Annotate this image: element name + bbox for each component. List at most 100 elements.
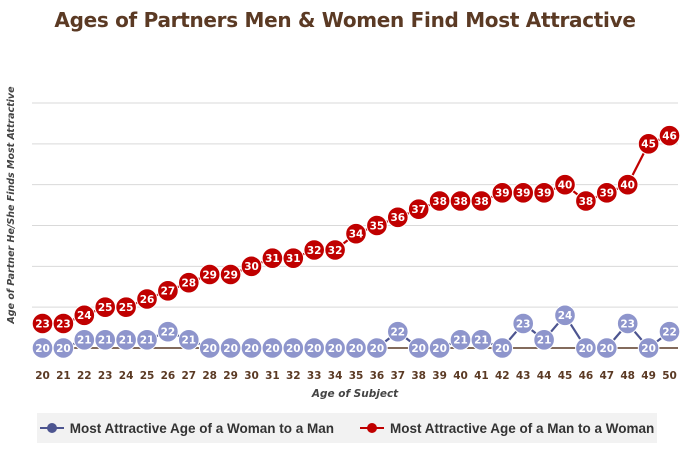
- data-point: 20: [596, 337, 618, 359]
- data-marker: [470, 329, 493, 351]
- data-point: 23: [52, 312, 75, 335]
- data-label: 20: [495, 343, 510, 355]
- x-tick-label: 47: [599, 370, 614, 382]
- data-point: 39: [512, 182, 535, 204]
- data-marker: [407, 198, 430, 220]
- data-point: 23: [512, 312, 535, 335]
- data-point: 25: [115, 296, 137, 318]
- data-label: 20: [432, 343, 447, 355]
- data-label: 38: [474, 196, 489, 208]
- data-point: 29: [219, 263, 242, 286]
- data-point: 46: [658, 124, 681, 147]
- data-label: 22: [390, 326, 405, 338]
- x-tick-label: 32: [286, 370, 301, 382]
- data-marker: [491, 337, 514, 359]
- data-marker: [616, 312, 639, 335]
- data-point: 20: [282, 337, 305, 359]
- data-point: 20: [219, 337, 242, 359]
- data-point: 38: [428, 190, 451, 212]
- data-marker: [533, 329, 555, 351]
- data-marker: [73, 304, 96, 327]
- legend: Most Attractive Age of a Woman to a Man …: [37, 413, 657, 443]
- data-point: 20: [261, 337, 284, 359]
- legend-item-men: Most Attractive Age of a Man to a Woman: [360, 421, 654, 436]
- data-point: 40: [554, 173, 576, 196]
- data-label: 38: [432, 196, 447, 208]
- data-point: 20: [637, 337, 660, 359]
- data-label: 40: [620, 179, 635, 191]
- data-label: 20: [265, 343, 280, 355]
- data-label: 46: [662, 130, 677, 142]
- data-point: 20: [324, 337, 346, 359]
- data-label: 20: [244, 343, 259, 355]
- data-marker: [219, 263, 242, 286]
- data-marker: [366, 214, 388, 237]
- data-marker: [575, 190, 597, 212]
- data-label: 32: [307, 245, 322, 257]
- data-point: 45: [637, 133, 660, 155]
- y-axis-label: Age of Partner He/She Finds Most Attract…: [6, 86, 17, 325]
- data-point: 21: [73, 329, 96, 351]
- chart-title: Ages of Partners Men & Women Find Most A…: [54, 8, 636, 32]
- x-tick-label: 28: [202, 370, 217, 382]
- data-point: 34: [345, 222, 367, 245]
- x-tick-label: 34: [328, 370, 343, 382]
- data-marker: [240, 255, 263, 278]
- data-point: 28: [178, 271, 200, 294]
- data-label: 20: [202, 343, 217, 355]
- data-marker: [387, 320, 409, 343]
- x-tick-label: 29: [223, 370, 238, 382]
- data-marker: [115, 296, 137, 318]
- data-label: 21: [140, 335, 155, 347]
- data-point: 20: [345, 337, 367, 359]
- x-tick-label: 45: [558, 370, 573, 382]
- legend-label-women: Most Attractive Age of a Woman to a Man: [69, 420, 334, 436]
- data-point: 21: [115, 329, 137, 351]
- data-point: 21: [470, 329, 493, 351]
- data-point: 36: [387, 206, 409, 229]
- x-tick-label: 33: [307, 370, 322, 382]
- x-tick-label: 22: [77, 370, 92, 382]
- x-axis-label: Age of Subject: [311, 388, 399, 400]
- data-label: 40: [558, 179, 573, 191]
- data-marker: [178, 271, 200, 294]
- data-point: 22: [387, 320, 409, 343]
- data-label: 20: [599, 343, 614, 355]
- data-label: 29: [223, 269, 238, 281]
- data-label: 27: [161, 286, 176, 298]
- x-tick-label: 20: [35, 370, 50, 382]
- data-marker: [324, 239, 346, 261]
- data-marker: [157, 280, 179, 302]
- data-label: 24: [558, 310, 573, 322]
- x-tick-label: 44: [537, 370, 552, 382]
- data-point: 35: [366, 214, 388, 237]
- data-point: 40: [616, 173, 639, 196]
- data-label: 20: [370, 343, 385, 355]
- data-marker: [282, 247, 305, 269]
- data-marker: [366, 337, 388, 359]
- data-points: 20 20 21 21 21 21 22 21 20 20 20 20 20 20 20 20 20 22 20 20…: [31, 124, 681, 359]
- legend-swatch-blue: [39, 423, 64, 433]
- data-point: 20: [491, 337, 514, 359]
- data-point: 27: [157, 280, 179, 302]
- data-point: 38: [470, 190, 493, 212]
- data-label: 25: [98, 302, 113, 314]
- data-point: 24: [73, 304, 96, 327]
- data-label: 20: [579, 343, 594, 355]
- data-label: 22: [662, 326, 677, 338]
- data-point: 39: [491, 182, 514, 204]
- data-marker: [178, 329, 200, 351]
- data-marker: [616, 173, 639, 196]
- data-point: 22: [658, 320, 681, 343]
- data-label: 39: [516, 188, 531, 200]
- data-point: 30: [240, 255, 263, 278]
- data-label: 20: [35, 343, 50, 355]
- data-label: 21: [119, 335, 134, 347]
- data-marker: [512, 312, 535, 335]
- x-tick-label: 43: [516, 370, 531, 382]
- data-label: 29: [202, 269, 217, 281]
- data-label: 39: [495, 188, 510, 200]
- data-marker: [596, 337, 618, 359]
- data-point: 21: [533, 329, 555, 351]
